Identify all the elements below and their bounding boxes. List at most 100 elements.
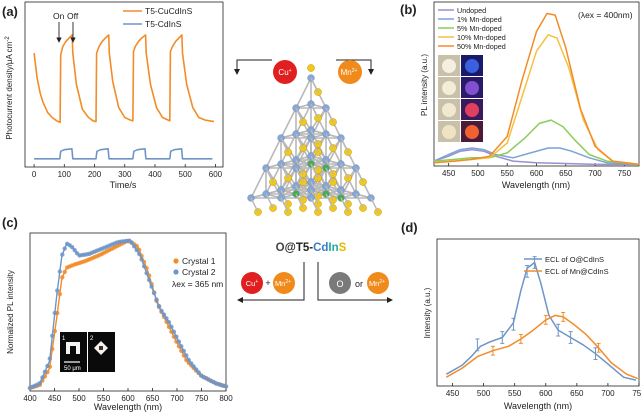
bond-ms-13 — [265, 167, 274, 183]
bond-ms-21 — [295, 185, 304, 201]
center-schematic: Cu+ Mn2+ O@T5-CdInS Cu+ + Mn2+ O or Mn2+ — [234, 59, 393, 303]
panel-b-photos — [438, 55, 483, 142]
pa-tick-label-100: 100 — [58, 170, 72, 179]
scale-bar-label: 50 μm — [64, 366, 81, 372]
panel-a-ylabel: Photocurrent density/μA cm-2 — [5, 36, 14, 140]
bond-ms-2 — [295, 107, 304, 123]
photo-undoped-daylight-sample — [442, 59, 456, 73]
bond-ms-26 — [310, 189, 319, 205]
bond-3-8 — [310, 107, 327, 139]
inset-image-1 — [60, 332, 87, 372]
pd-tick-label-700: 700 — [601, 389, 615, 398]
pc-marker-crystal-2-67 — [194, 367, 199, 372]
pc-marker-crystal-2-44 — [137, 251, 142, 257]
pc-marker-crystal-2-62 — [181, 348, 186, 354]
panel-a-annotations: On Off — [53, 11, 79, 43]
bond-ms-0 — [310, 77, 319, 93]
badge-cu-bottom-text: Cu — [246, 279, 256, 288]
bond-ms-32 — [355, 193, 364, 209]
pc-tick-label-550: 550 — [97, 394, 111, 403]
panel-d-error-bars — [475, 256, 601, 361]
badge-cu-text: Cu — [278, 68, 288, 77]
pc-marker-crystal-2-58 — [171, 329, 177, 334]
pb-tick-label-600: 600 — [530, 169, 544, 178]
pc-tick-label-650: 650 — [146, 394, 160, 403]
badge-mn-bottom-right-text: Mn — [369, 279, 379, 288]
pc-marker-crystal-2-55 — [164, 316, 169, 321]
panel-label-a: (a) — [2, 4, 18, 19]
panel-c-legend: Crystal 1 Crystal 2 λex = 365 nm — [172, 256, 223, 289]
pa-series-t5-cdins — [34, 148, 213, 160]
bond-ms-3 — [325, 107, 334, 123]
panel-d-xlabel: Wavelength (nm) — [504, 401, 572, 411]
legend-label-crystal-2: Crystal 2 — [182, 267, 216, 277]
panel-d-ylabel: Intensity (a.u.) — [423, 287, 432, 338]
legend-label-10-mn-doped: 10% Mn-doped — [457, 33, 506, 42]
panel-d-x-ticks: 450 500 550 600 650 700 750 — [446, 383, 641, 398]
pa-tick-label-200: 200 — [88, 170, 102, 179]
badge-cu-label: Cu+ — [278, 68, 291, 77]
badge-mn-label: Mn2+ — [341, 68, 358, 77]
bond-ms-5 — [295, 133, 304, 149]
panel-a-ylabel-sup: -2 — [5, 36, 11, 42]
pb-series-5-mn-doped — [433, 119, 640, 166]
bond-ms-30 — [325, 193, 334, 209]
pc-marker-crystal-2-61 — [179, 344, 184, 349]
bond-ms-14 — [325, 159, 334, 175]
badge-o-label: O — [336, 279, 343, 289]
bond-ms-7 — [325, 133, 334, 149]
pc-marker-crystal-2-17 — [70, 245, 75, 250]
formula-s: S — [339, 242, 347, 254]
pc-marker-crystal-2-49 — [149, 284, 154, 289]
pc-marker-crystal-2-5 — [40, 375, 45, 380]
bond-ms-4 — [310, 129, 319, 145]
bond-6-13 — [265, 137, 282, 169]
pb-series-50-mn-doped — [433, 12, 640, 166]
pd-tick-label-600: 600 — [539, 389, 553, 398]
bond-ms-24 — [250, 197, 259, 213]
panel-b-lines — [433, 12, 640, 166]
bond-18-31 — [310, 167, 327, 199]
pc-marker-crystal-2-79 — [223, 384, 229, 389]
pd-tick-label-450: 450 — [446, 389, 460, 398]
panel-b-chart: 450 500 550 600 650 700 750 Wavelength (nm) PL… — [420, 1, 640, 190]
photo-10pct-daylight-sample — [442, 125, 456, 139]
pc-marker-crystal-2-51 — [154, 297, 159, 302]
pc-marker-crystal-2-45 — [139, 257, 144, 262]
panel-c-xlabel: Wavelength (nm) — [94, 402, 162, 412]
top-sulfur-atom — [307, 64, 315, 72]
formula-in: In — [328, 242, 338, 254]
pc-marker-crystal-1-14 — [62, 269, 67, 275]
panel-a-legend: T5-CuCdInS T5-CdInS — [123, 6, 193, 29]
plus-sign: + — [265, 278, 270, 288]
pc-marker-crystal-2-64 — [186, 357, 191, 363]
pd-series-ecl-of-o-cdins — [445, 261, 637, 381]
bond-13-24 — [250, 167, 267, 199]
panel-b-ylabel: PL intensity (a.u.) — [420, 54, 429, 116]
pc-marker-crystal-2-10 — [52, 310, 57, 316]
bond-ms-19 — [355, 167, 364, 183]
pc-tick-label-700: 700 — [170, 394, 184, 403]
pa-tick-label-300: 300 — [118, 170, 132, 179]
legend-label-1-mn-doped: 1% Mn-doped — [457, 15, 502, 24]
badge-cu-bottom-icon — [241, 272, 263, 294]
pb-tick-label-700: 700 — [588, 169, 602, 178]
bond-ms-12 — [280, 163, 289, 179]
arrow-to-panel-b-icon — [336, 59, 374, 75]
panel-a-xlabel: Time/s — [110, 180, 137, 190]
panel-a-frame — [24, 1, 224, 168]
pc-marker-crystal-2-13 — [60, 252, 65, 257]
badge-mn-bottom-right-label: Mn2+ — [369, 279, 385, 288]
pc-marker-crystal-2-42 — [132, 244, 137, 249]
annotation-off: Off — [67, 11, 79, 21]
formula-cd: Cd — [313, 242, 328, 254]
inset-crystal-1 — [66, 342, 80, 354]
pc-marker-crystal-2-59 — [174, 334, 179, 339]
pc-tick-label-500: 500 — [72, 394, 86, 403]
pc-tick-label-800: 800 — [219, 394, 233, 403]
pd-tick-label-750: 750 — [632, 389, 641, 398]
pc-tick-label-750: 750 — [195, 394, 209, 403]
pc-marker-crystal-2-4 — [37, 381, 43, 386]
bond-16-28 — [280, 167, 297, 199]
panel-c-inset: 1 2 50 μm — [60, 332, 115, 372]
